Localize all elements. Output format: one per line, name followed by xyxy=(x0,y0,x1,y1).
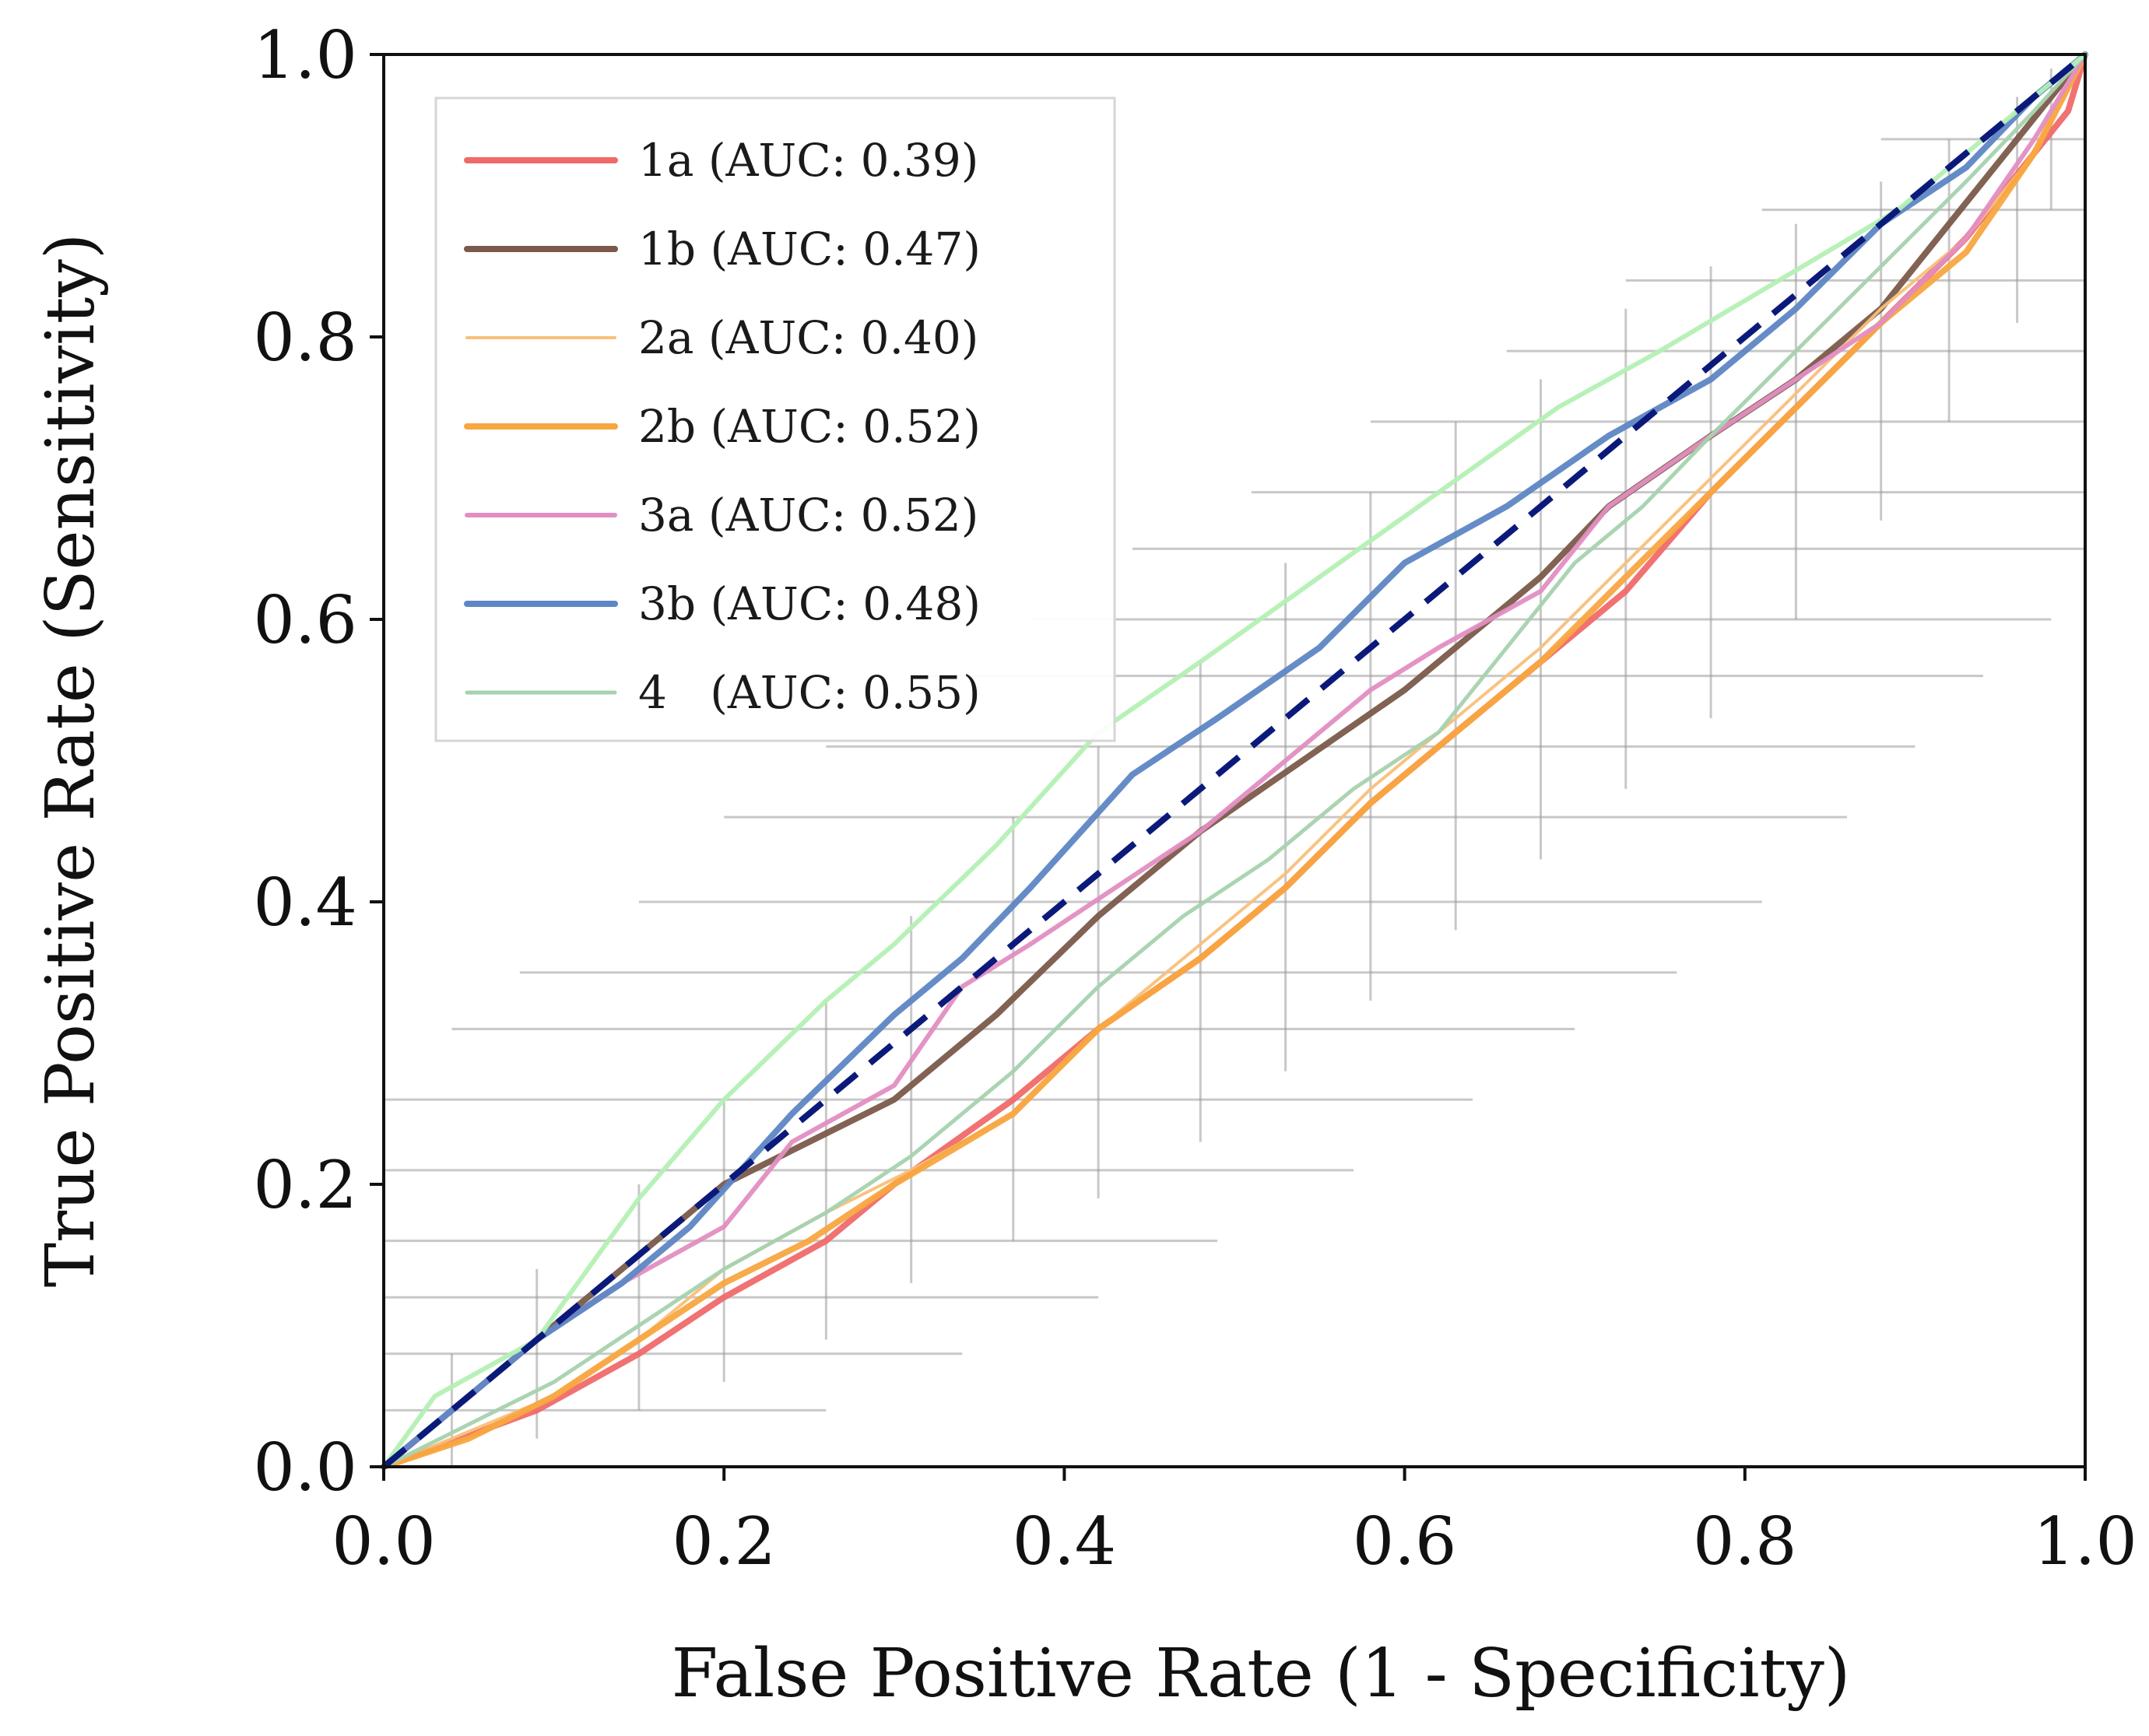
y-tick-label-3: 0.6 xyxy=(253,582,357,658)
legend: 1a (AUC: 0.39) 1b (AUC: 0.47) 2a (AUC: 0.4… xyxy=(434,96,1116,742)
series-line-3a xyxy=(381,52,2088,1469)
series-line-4 xyxy=(381,52,2088,1469)
series-line-2a xyxy=(382,53,2087,1468)
legend-label-1b: 1b (AUC: 0.47) xyxy=(638,223,981,275)
x-axis-ticks: 0.0 0.2 0.4 0.6 0.8 1.0 xyxy=(332,1467,2137,1580)
x-tick-label-0: 0.0 xyxy=(332,1503,436,1580)
y-tick-label-1: 0.2 xyxy=(253,1147,357,1223)
series-line-upper-green xyxy=(381,52,2088,1469)
chance-diagonal-line xyxy=(381,51,2088,1470)
y-tick-label-2: 0.4 xyxy=(253,864,357,941)
x-tick-label-4: 0.8 xyxy=(1693,1503,1797,1580)
x-axis-title: False Positive Rate (1 - Specificity) xyxy=(672,1635,1851,1713)
legend-label-3a: 3a (AUC: 0.52) xyxy=(638,489,978,542)
y-tick-label-0: 0.0 xyxy=(253,1429,357,1506)
x-tick-label-2: 0.4 xyxy=(1013,1503,1117,1580)
legend-items: 1a (AUC: 0.39) 1b (AUC: 0.47) 2a (AUC: 0.4… xyxy=(464,134,981,719)
legend-label-2b: 2b (AUC: 0.52) xyxy=(638,400,981,453)
series-line-2b xyxy=(381,51,2088,1470)
x-tick-label-1: 0.2 xyxy=(672,1503,776,1580)
y-tick-label-4: 0.8 xyxy=(253,300,357,376)
y-tick-label-5: 1.0 xyxy=(253,17,357,93)
legend-box xyxy=(434,96,1116,742)
plot-frame xyxy=(382,53,2087,1468)
error-bars xyxy=(384,68,2085,1467)
x-tick-label-3: 0.6 xyxy=(1353,1503,1457,1580)
y-axis-ticks: 0.0 0.2 0.4 0.6 0.8 1.0 xyxy=(253,17,384,1506)
y-axis-title: True Positive Rate (Sensitivity) xyxy=(32,233,110,1288)
roc-curves xyxy=(381,51,2088,1470)
legend-label-4: 4 (AUC: 0.55) xyxy=(638,666,981,719)
legend-label-2a: 2a (AUC: 0.40) xyxy=(638,311,978,364)
series-line-3b xyxy=(381,51,2088,1470)
legend-label-3b: 3b (AUC: 0.48) xyxy=(638,577,981,630)
legend-label-1a: 1a (AUC: 0.39) xyxy=(638,134,978,187)
x-tick-label-5: 1.0 xyxy=(2033,1503,2137,1580)
